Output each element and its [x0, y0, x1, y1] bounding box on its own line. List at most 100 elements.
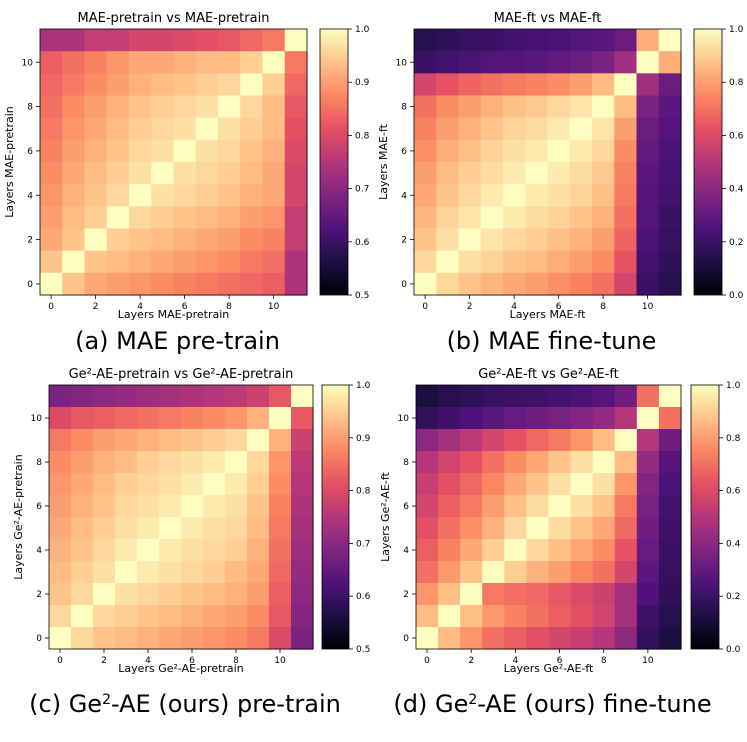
heatmap-cell — [458, 29, 482, 52]
heatmap-cell — [203, 539, 226, 562]
heatmap-cell — [569, 162, 593, 185]
heatmap-cell — [614, 495, 638, 518]
heatmap-cell — [525, 272, 549, 296]
heatmap-cell — [106, 250, 130, 274]
heatmap-cell — [106, 206, 130, 230]
heatmap-cell — [218, 73, 241, 97]
heatmap-cell — [570, 605, 594, 628]
heatmap-cell — [240, 51, 264, 74]
heatmap-cell — [291, 627, 314, 650]
heatmap-cell — [480, 139, 504, 163]
heatmap-cell — [658, 184, 682, 207]
heatmap-cell — [151, 95, 175, 119]
heatmap-cell — [592, 539, 616, 562]
subfigure-caption: (b) MAE fine-tune — [447, 327, 657, 355]
heatmap-cell — [460, 561, 483, 584]
heatmap-cell — [548, 517, 572, 540]
heatmap-cell — [173, 228, 197, 252]
heatmap-cell — [93, 605, 116, 628]
heatmap-cell — [414, 117, 437, 141]
heatmap-cell — [438, 583, 461, 606]
heatmap-cell — [592, 517, 616, 540]
heatmap-cell — [592, 228, 615, 252]
heatmap-cell — [503, 228, 526, 252]
heatmap-cell — [240, 139, 264, 163]
plot-frame — [415, 384, 682, 650]
heatmap-cell — [203, 583, 226, 606]
y-tick-label: 2 — [403, 590, 409, 600]
heatmap-cell — [159, 583, 182, 606]
heatmap-cell — [460, 605, 483, 628]
y-tick-label: 0 — [401, 280, 407, 290]
heatmap-cell — [262, 162, 286, 185]
y-tick-label: 0 — [27, 280, 33, 290]
heatmap-cell — [570, 539, 594, 562]
heatmap-cell — [181, 495, 204, 518]
heatmap-cell — [240, 206, 264, 230]
heatmap-cell — [460, 517, 483, 540]
heatmap-cell — [225, 451, 248, 474]
x-tick-label: 4 — [513, 656, 519, 666]
heatmap-cell — [84, 162, 108, 185]
heatmap-cell — [137, 385, 160, 408]
heatmap-cell — [173, 272, 197, 296]
heatmap-cell — [547, 95, 571, 119]
colorbar-tick-label: 0.6 — [356, 592, 371, 602]
heatmap-cell — [49, 407, 72, 430]
x-tick-label: 4 — [511, 302, 517, 312]
chart-title: Ge²-AE-ft vs Ge²-AE-ft — [478, 367, 619, 382]
x-tick-label: 6 — [556, 302, 562, 312]
heatmap-cell — [93, 473, 116, 496]
heatmap-cell — [614, 228, 638, 252]
heatmap-cell — [636, 407, 660, 430]
heatmap-cell — [436, 272, 460, 296]
heatmap-cell — [416, 495, 439, 518]
heatmap-cell — [71, 451, 94, 474]
y-tick-label: 8 — [403, 458, 409, 468]
heatmap-cell — [658, 51, 682, 74]
heatmap-cell — [569, 139, 593, 163]
heatmap-cell — [262, 73, 286, 97]
heatmap-cell — [84, 51, 108, 74]
heatmap-cell — [115, 517, 138, 540]
heatmap-cell — [269, 385, 292, 408]
heatmap-cell — [658, 272, 682, 296]
heatmap-cell — [614, 73, 638, 97]
heatmap-cell — [636, 228, 660, 252]
heatmap-cell — [482, 385, 505, 408]
heatmap-cell — [658, 605, 682, 628]
heatmap-cell — [614, 139, 638, 163]
caption-superscript: 2 — [102, 692, 111, 708]
heatmap-cell — [181, 429, 204, 452]
heatmap-cell — [84, 73, 108, 97]
heatmap-cell — [93, 495, 116, 518]
heatmap-cell — [592, 561, 616, 584]
heatmap-cell — [658, 627, 682, 650]
colorbar — [693, 28, 723, 296]
heatmap-cell — [414, 184, 437, 207]
heatmap-cell — [225, 583, 248, 606]
heatmap-cell — [195, 73, 219, 97]
heatmap-cell — [570, 407, 594, 430]
heatmap-cell — [458, 51, 482, 74]
colorbar-tick-label: 0.2 — [726, 592, 740, 602]
heatmap-cell — [614, 407, 638, 430]
heatmap-cell — [548, 627, 572, 650]
heatmap-cell — [129, 206, 152, 230]
heatmap-cell — [482, 451, 505, 474]
x-tick-label: 2 — [93, 302, 99, 312]
heatmap-cell — [548, 495, 572, 518]
heatmap-cell — [592, 473, 616, 496]
heatmap-cell — [480, 51, 504, 74]
heatmap-cell — [218, 51, 241, 74]
heatmap-cell — [570, 451, 594, 474]
heatmap-cell — [84, 228, 108, 252]
heatmap-cell — [525, 162, 549, 185]
chart-title: Ge²-AE-pretrain vs Ge²-AE-pretrain — [69, 367, 294, 382]
heatmap-cell — [569, 117, 593, 141]
heatmap-cell — [526, 495, 550, 518]
heatmap-cell — [115, 385, 138, 408]
heatmap-cell — [436, 162, 460, 185]
heatmap-cell — [658, 473, 682, 496]
heatmap-cell — [547, 206, 571, 230]
